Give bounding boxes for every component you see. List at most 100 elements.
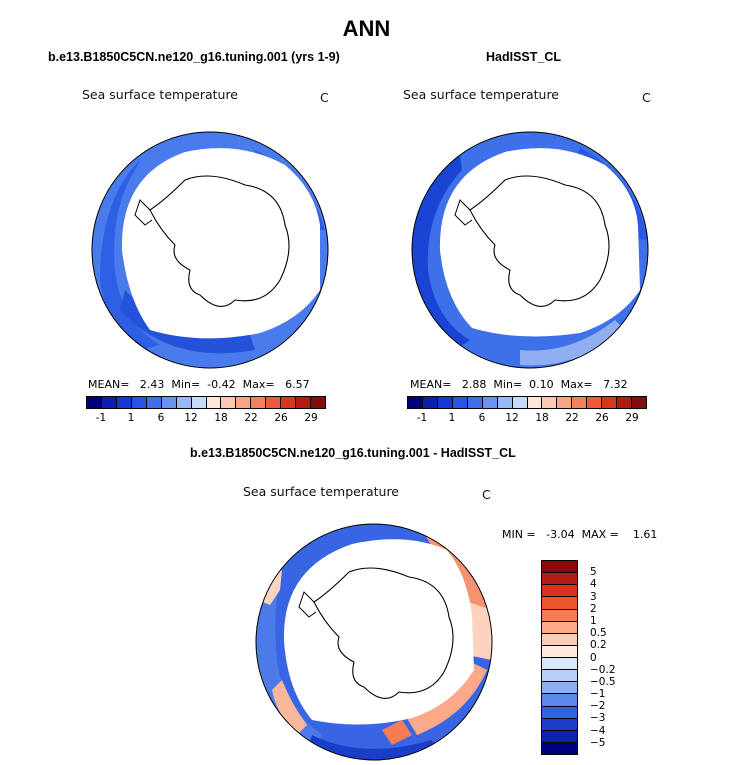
colorbar-tick-label: 22 <box>244 412 258 424</box>
colorbar-tick-label: 29 <box>304 412 318 424</box>
colorbar-swatch <box>437 397 453 408</box>
colorbar-swatch <box>572 397 588 408</box>
stats-min-label: Min= <box>171 378 201 391</box>
stats-mean-label: MEAN= <box>88 378 130 391</box>
stats-mean-label: MEAN= <box>410 378 452 391</box>
colorbar-swatch <box>191 397 207 408</box>
units-label-diff: C <box>482 487 491 502</box>
colorbar-swatch <box>542 609 577 622</box>
colorbar-swatch <box>542 742 577 754</box>
colorbar-swatch <box>131 397 147 408</box>
colorbar-tick-label: 0.2 <box>590 639 607 652</box>
stats-max-label: Max= <box>560 378 593 391</box>
stats-diff: MIN = -3.04 MAX = 1.61 <box>502 528 658 541</box>
colorbar-tick-label: 26 <box>595 412 609 424</box>
colorbar-swatch <box>542 682 577 695</box>
colorbar-swatch <box>422 397 438 408</box>
colorbar-swatch <box>161 397 177 408</box>
stats-obs: MEAN= 2.88 Min= 0.10 Max= 7.32 <box>410 378 628 391</box>
units-label-obs: C <box>642 90 651 105</box>
colorbar-tick-label: 6 <box>478 412 486 424</box>
polar-map-obs <box>411 131 649 369</box>
colorbar-swatch <box>527 397 543 408</box>
colorbar-swatch <box>542 670 577 683</box>
colorbar-tick-label: 0 <box>590 651 597 664</box>
colorbar-tick-label: −0.2 <box>590 663 616 676</box>
colorbar-tick-label: 18 <box>214 412 228 424</box>
colorbar-tick-label: −0.5 <box>590 675 616 688</box>
colorbar-swatch <box>542 645 577 658</box>
stats-mean-value: 2.43 <box>139 378 165 391</box>
stats-max-value: 7.32 <box>603 378 628 391</box>
colorbar-model <box>86 396 326 409</box>
colorbar-tick-label: 18 <box>535 412 549 424</box>
colorbar-tick-label: −1 <box>590 688 606 701</box>
colorbar-swatch <box>467 397 483 408</box>
colorbar-swatch <box>176 397 192 408</box>
colorbar-swatch <box>266 397 282 408</box>
stats-mean-value: 2.88 <box>461 378 487 391</box>
colorbar-tick-label: 1 <box>448 412 456 424</box>
colorbar-tick-label: 12 <box>505 412 519 424</box>
colorbar-swatch <box>542 694 577 707</box>
colorbar-tick-label: 29 <box>625 412 639 424</box>
colorbar-swatch <box>542 573 577 586</box>
colorbar-swatch <box>206 397 222 408</box>
colorbar-swatch <box>557 397 573 408</box>
stats-min-label: Min= <box>493 378 523 391</box>
colorbar-swatch <box>101 397 117 408</box>
colorbar-swatch <box>512 397 528 408</box>
figure-title: ANN <box>342 16 391 41</box>
colorbar-tick-label: 2 <box>590 602 597 615</box>
colorbar-tick-label: −2 <box>590 700 606 713</box>
colorbar-tick-label: 0.5 <box>590 627 607 640</box>
colorbar-tick-label: 4 <box>590 578 597 591</box>
colorbar-swatch <box>408 397 423 408</box>
colorbar-swatch <box>542 706 577 719</box>
panel-title-obs: HadISST_CL <box>486 50 562 64</box>
colorbar-swatch <box>542 397 558 408</box>
colorbar-swatch <box>617 397 633 408</box>
colorbar-tick-label: 26 <box>274 412 288 424</box>
colorbar-labels-obs: -1 1 6 12 18 22 26 29 <box>407 412 647 426</box>
colorbar-tick-label: -1 <box>95 412 107 424</box>
colorbar-swatch <box>452 397 468 408</box>
colorbar-labels-diff: 5 4 3 2 1 0.5 0.2 0 −0.2 −0.5 −1 −2 −3 −4 −5 <box>590 560 630 755</box>
colorbar-swatch <box>542 730 577 743</box>
colorbar-tick-label: 1 <box>590 614 597 627</box>
panel-title-model: b.e13.B1850C5CN.ne120_g16.tuning.001 (yr… <box>48 50 340 64</box>
colorbar-swatch <box>251 397 267 408</box>
colorbar-tick-label: 6 <box>157 412 165 424</box>
colorbar-swatch <box>236 397 252 408</box>
colorbar-tick-label: 22 <box>565 412 579 424</box>
polar-map-diff <box>255 523 493 761</box>
colorbar-swatch <box>221 397 237 408</box>
units-label-model: C <box>320 90 329 105</box>
colorbar-swatch <box>542 597 577 610</box>
colorbar-swatch <box>542 658 577 671</box>
polar-map-model <box>91 131 329 369</box>
variable-label-diff: Sea surface temperature <box>243 484 399 499</box>
colorbar-swatch <box>587 397 603 408</box>
colorbar-swatch <box>116 397 132 408</box>
stats-max-label: Max= <box>242 378 275 391</box>
variable-label-obs: Sea surface temperature <box>403 87 559 102</box>
colorbar-tick-label: −3 <box>590 712 606 725</box>
colorbar-tick-label: −4 <box>590 724 606 737</box>
colorbar-labels-model: -1 1 6 12 18 22 26 29 <box>86 412 326 426</box>
colorbar-swatch <box>632 397 646 408</box>
colorbar-tick-label: −5 <box>590 736 606 749</box>
colorbar-tick-label: -1 <box>416 412 428 424</box>
colorbar-swatch <box>542 561 577 574</box>
stats-min-value: -0.42 <box>207 378 236 391</box>
variable-label-model: Sea surface temperature <box>82 87 238 102</box>
stats-model: MEAN= 2.43 Min= -0.42 Max= 6.57 <box>88 378 310 391</box>
colorbar-tick-label: 3 <box>590 590 597 603</box>
colorbar-tick-label: 5 <box>590 566 597 579</box>
colorbar-tick-label: 12 <box>184 412 198 424</box>
colorbar-diff <box>541 560 578 755</box>
colorbar-swatch <box>311 397 325 408</box>
colorbar-swatch <box>296 397 312 408</box>
panel-title-diff: b.e13.B1850C5CN.ne120_g16.tuning.001 - H… <box>190 446 516 460</box>
colorbar-swatch <box>482 397 498 408</box>
